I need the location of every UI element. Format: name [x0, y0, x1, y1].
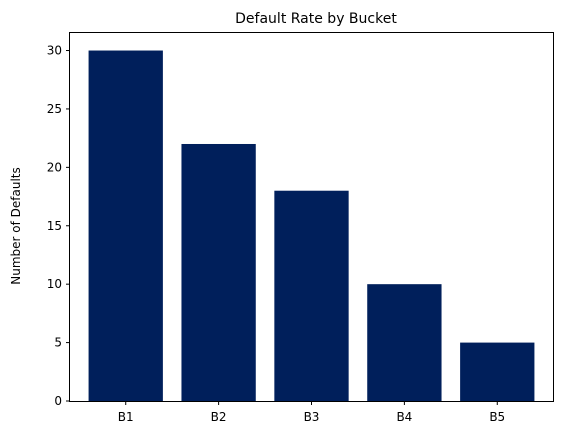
plot-frame [69, 32, 554, 402]
y-tick-label: 25 [47, 102, 62, 116]
bar-b3 [274, 190, 349, 401]
y-axis-ticks: 0 5 10 15 20 25 30 [47, 44, 70, 408]
bars-group [88, 50, 535, 402]
x-tick-label: B3 [304, 410, 320, 424]
y-tick-label: 20 [47, 160, 62, 174]
y-tick-label: 15 [47, 219, 62, 233]
x-axis-ticks: B1 B2 B3 B4 B5 [118, 401, 505, 424]
x-tick-label: B2 [211, 410, 227, 424]
bar-b5 [460, 342, 535, 401]
y-tick-label: 30 [47, 44, 62, 58]
y-tick-label: 0 [54, 394, 62, 408]
y-tick-label: 5 [54, 336, 62, 350]
bar-b4 [367, 284, 442, 401]
y-tick-label: 10 [47, 277, 62, 291]
bar-b2 [181, 143, 256, 401]
x-tick-label: B4 [396, 410, 412, 424]
chart-title: Default Rate by Bucket [235, 11, 397, 27]
bar-b1 [88, 50, 163, 402]
x-tick-label: B1 [118, 410, 134, 424]
x-tick-label: B5 [489, 410, 505, 424]
y-axis-label: Number of Defaults [9, 167, 23, 285]
